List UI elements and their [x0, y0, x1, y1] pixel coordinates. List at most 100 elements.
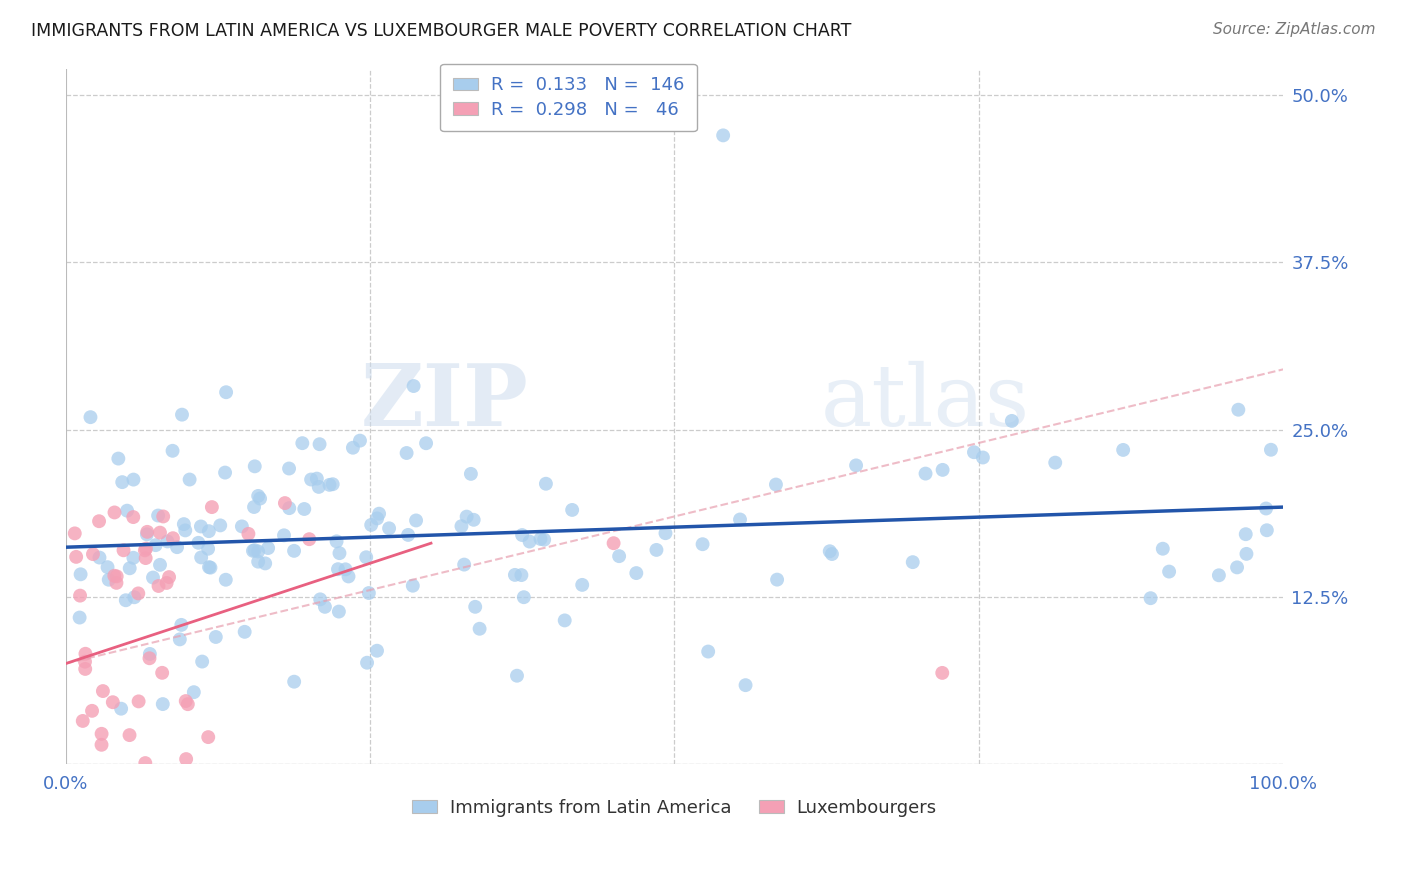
Point — [602, 536, 624, 550]
Point — [328, 546, 350, 560]
Point — [305, 472, 328, 486]
Point — [366, 644, 388, 658]
Point — [326, 562, 349, 576]
Point — [845, 458, 868, 473]
Point — [283, 544, 305, 558]
Point — [73, 655, 96, 669]
Legend: Immigrants from Latin America, Luxembourgers: Immigrants from Latin America, Luxembour… — [405, 792, 943, 824]
Point — [122, 510, 145, 524]
Point — [96, 560, 118, 574]
Point — [349, 434, 371, 448]
Point — [142, 570, 165, 584]
Point — [283, 674, 305, 689]
Point — [150, 665, 173, 680]
Point — [396, 528, 419, 542]
Point — [415, 436, 437, 450]
Point — [503, 568, 526, 582]
Point — [149, 525, 172, 540]
Point — [101, 695, 124, 709]
Point — [337, 569, 360, 583]
Point — [187, 536, 209, 550]
Point — [1045, 456, 1067, 470]
Point — [90, 738, 112, 752]
Point — [243, 543, 266, 558]
Point — [513, 590, 536, 604]
Text: Source: ZipAtlas.com: Source: ZipAtlas.com — [1212, 22, 1375, 37]
Point — [734, 678, 756, 692]
Point — [135, 527, 157, 541]
Point — [201, 500, 224, 514]
Point — [453, 558, 475, 572]
Point — [69, 567, 91, 582]
Point — [238, 526, 260, 541]
Point — [242, 544, 264, 558]
Point — [395, 446, 418, 460]
Point — [1227, 402, 1250, 417]
Point — [711, 128, 734, 143]
Point — [357, 586, 380, 600]
Point — [110, 701, 132, 715]
Point — [191, 655, 214, 669]
Point — [174, 694, 197, 708]
Point — [75, 647, 97, 661]
Point — [122, 550, 145, 565]
Point — [1260, 442, 1282, 457]
Point — [697, 644, 720, 658]
Point — [72, 714, 94, 728]
Point — [90, 727, 112, 741]
Point — [162, 443, 184, 458]
Point — [63, 526, 86, 541]
Point — [692, 537, 714, 551]
Point — [148, 579, 170, 593]
Point — [247, 544, 270, 558]
Point — [139, 647, 162, 661]
Point — [318, 478, 340, 492]
Point — [914, 467, 936, 481]
Point — [105, 569, 128, 583]
Point — [299, 473, 322, 487]
Point — [173, 517, 195, 532]
Point — [356, 656, 378, 670]
Point — [190, 519, 212, 533]
Point — [145, 538, 167, 552]
Point — [342, 441, 364, 455]
Point — [1256, 523, 1278, 537]
Point — [1152, 541, 1174, 556]
Point — [170, 408, 193, 422]
Point — [111, 475, 134, 490]
Point — [626, 566, 648, 580]
Point — [645, 543, 668, 558]
Point — [135, 541, 157, 556]
Point — [209, 518, 232, 533]
Point — [233, 624, 256, 639]
Point — [972, 450, 994, 465]
Point — [243, 500, 266, 514]
Point — [402, 379, 425, 393]
Point — [308, 480, 330, 494]
Point — [105, 575, 128, 590]
Point — [169, 632, 191, 647]
Point — [963, 445, 986, 459]
Point — [278, 501, 301, 516]
Point — [354, 550, 377, 565]
Point — [314, 599, 336, 614]
Point — [177, 697, 200, 711]
Point — [468, 622, 491, 636]
Point — [190, 550, 212, 565]
Point — [114, 593, 136, 607]
Point — [464, 599, 486, 614]
Point — [215, 385, 238, 400]
Point — [450, 519, 472, 533]
Point — [571, 578, 593, 592]
Point — [162, 531, 184, 545]
Point — [166, 540, 188, 554]
Point — [1234, 527, 1257, 541]
Point — [243, 459, 266, 474]
Point — [127, 586, 149, 600]
Point — [402, 579, 425, 593]
Point — [506, 669, 529, 683]
Point — [136, 524, 159, 539]
Point — [179, 473, 201, 487]
Point — [197, 541, 219, 556]
Text: atlas: atlas — [821, 360, 1029, 444]
